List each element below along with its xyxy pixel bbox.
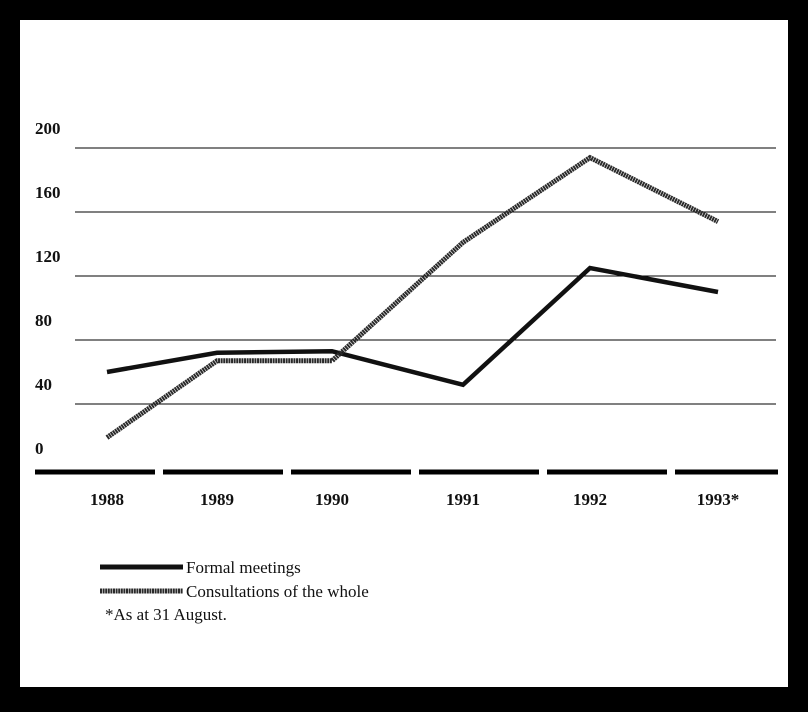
y-tick-label: 200: [35, 119, 61, 138]
note: *As at 31 August.: [105, 605, 227, 624]
legend-label: Consultations of the whole: [186, 582, 369, 601]
x-tick-label: 1989: [200, 490, 234, 509]
y-tick-label: 80: [35, 311, 52, 330]
series-line: [105, 154, 720, 440]
x-tick-label: 1992: [573, 490, 607, 509]
y-tick-label: 40: [35, 375, 52, 394]
y-tick-label: 160: [35, 183, 61, 202]
legend-label: Formal meetings: [186, 558, 301, 577]
panel: [20, 20, 788, 687]
series-line: [106, 265, 719, 388]
x-tick-label: 1988: [90, 490, 124, 509]
x-tick-label: 1993*: [697, 490, 740, 509]
x-tick-label: 1991: [446, 490, 480, 509]
x-tick-label: 1990: [315, 490, 349, 509]
y-tick-label: 120: [35, 247, 61, 266]
y-tick-label: 0: [35, 439, 44, 458]
